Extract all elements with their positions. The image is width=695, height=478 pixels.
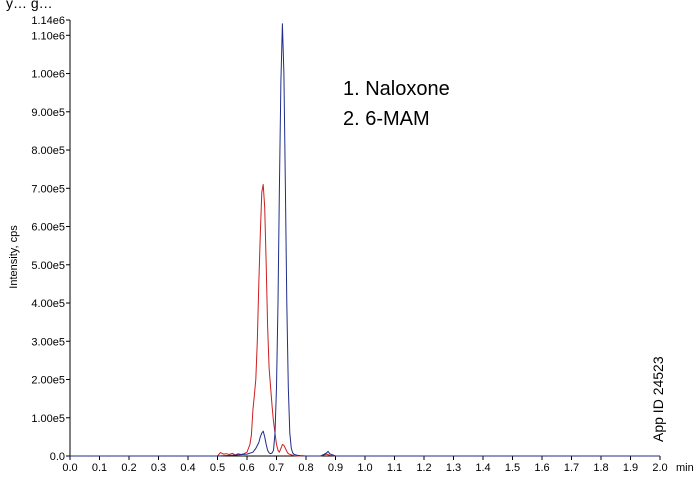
x-tick-label: 1.1 — [387, 462, 402, 474]
x-axis-unit-label: min — [676, 462, 694, 474]
x-tick-label: 1.2 — [416, 462, 431, 474]
x-tick-label: 1.5 — [505, 462, 520, 474]
y-tick-label: 6.00e5 — [31, 222, 65, 234]
x-tick-label: 0.0 — [62, 462, 77, 474]
legend-item-2: 2. 6-MAM — [343, 108, 430, 130]
x-tick-label: 0.5 — [210, 462, 225, 474]
legend-item-1: 1. Naloxone — [343, 78, 450, 100]
y-tick-label: 2.00e5 — [31, 375, 65, 387]
y-tick-label: 5.00e5 — [31, 260, 65, 272]
chart-header-text: y… g… — [6, 0, 53, 11]
series-line-1 — [70, 184, 660, 457]
y-tick-label: 9.00e5 — [31, 107, 65, 119]
x-tick-label: 2.0 — [652, 462, 667, 474]
y-tick-label: 3.00e5 — [31, 336, 65, 348]
x-tick-label: 0.9 — [328, 462, 343, 474]
y-axis: 0.0 1.00e5 2.00e5 3.00e5 4.00e5 5.00e5 6.00e5 7… — [31, 15, 71, 463]
y-tick-label: 1.10e6 — [31, 30, 65, 42]
plot-area — [70, 23, 660, 457]
y-tick-label: 0.0 — [50, 451, 65, 463]
series-line-2 — [70, 23, 660, 457]
y-tick-label: 1.14e6 — [31, 15, 65, 27]
x-tick-label: 0.1 — [92, 462, 107, 474]
x-tick-label: 0.4 — [180, 462, 195, 474]
x-tick-label: 1.3 — [446, 462, 461, 474]
x-tick-label: 1.7 — [564, 462, 579, 474]
y-tick-label: 4.00e5 — [31, 298, 65, 310]
x-tick-label: 1.9 — [623, 462, 638, 474]
y-tick-label: 1.00e6 — [31, 69, 65, 81]
x-tick-label: 0.8 — [298, 462, 313, 474]
x-tick-label: 0.7 — [269, 462, 284, 474]
y-tick-label: 8.00e5 — [31, 145, 65, 157]
app-id-annotation: App ID 24523 — [650, 356, 666, 442]
x-tick-label: 1.6 — [534, 462, 549, 474]
y-tick-label: 7.00e5 — [31, 183, 65, 195]
x-tick-label: 0.6 — [239, 462, 254, 474]
x-tick-label: 1.4 — [475, 462, 490, 474]
y-axis-title: Intensity, cps — [8, 225, 20, 289]
x-tick-label: 0.3 — [151, 462, 166, 474]
y-tick-label: 1.00e5 — [31, 413, 65, 425]
x-axis: 0.0 0.1 0.2 0.3 0.4 0.5 0.6 0.7 0.8 0.9 1.0 1.1 1.2 1… — [62, 455, 668, 474]
x-tick-label: 1.0 — [357, 462, 372, 474]
x-tick-label: 0.2 — [121, 462, 136, 474]
x-tick-label: 1.8 — [593, 462, 608, 474]
